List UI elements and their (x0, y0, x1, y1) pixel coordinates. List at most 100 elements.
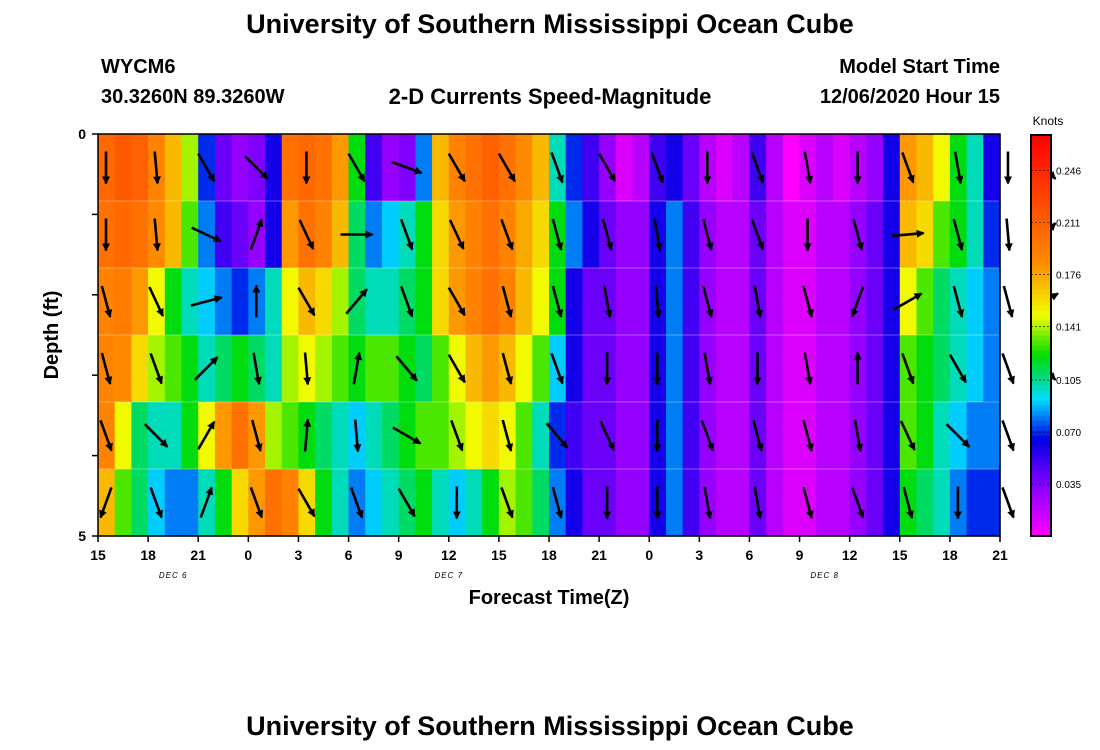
heatmap-cell (131, 134, 149, 202)
heatmap-cell (832, 201, 851, 269)
current-arrow (250, 419, 263, 452)
colorbar-tick-label: 0.035 (1056, 480, 1081, 491)
colorbar-segment (1031, 175, 1051, 181)
colorbar-segment (1031, 395, 1051, 402)
current-arrow (199, 486, 214, 518)
heatmap-cell (983, 469, 1001, 537)
station-coords: 30.3260N 89.3260W (101, 86, 285, 108)
heatmap-cell (916, 268, 934, 336)
current-arrow (399, 219, 414, 251)
current-arrow (340, 230, 374, 239)
heatmap-cell (164, 335, 183, 403)
heatmap-cell (114, 134, 133, 202)
colorbar-segment (1031, 140, 1051, 146)
heatmap-cell (582, 201, 600, 269)
colorbar-segment (1031, 330, 1051, 337)
heatmap-cell (665, 201, 684, 269)
heatmap-cell (766, 201, 784, 269)
current-arrow (750, 152, 765, 184)
current-arrow (298, 219, 315, 250)
heatmap-cell (883, 402, 901, 470)
colorbar-segment (1031, 450, 1051, 457)
current-arrow (899, 420, 916, 451)
colorbar: 0.246 0.211 0.176 0.141 0.105 0.070 0.035 (1030, 134, 1081, 537)
x-tick-label: 0 (645, 547, 653, 563)
heatmap-cell (381, 268, 400, 336)
current-arrow (345, 288, 368, 315)
current-arrow (249, 218, 264, 250)
heatmap-cell (164, 402, 183, 470)
y-tick-label: 0 (78, 126, 86, 142)
heatmap-cell (532, 134, 550, 202)
heatmap-cell (933, 335, 951, 403)
heatmap-cell (732, 201, 751, 269)
x-tick-label: 9 (796, 547, 804, 563)
current-arrow (703, 352, 713, 386)
current-arrow (703, 486, 713, 520)
current-arrow (297, 286, 316, 317)
current-arrow (143, 423, 169, 448)
current-arrow (102, 151, 110, 185)
current-arrow (152, 151, 161, 185)
heatmap-cell (164, 268, 183, 336)
current-arrow (653, 352, 662, 386)
colorbar-segment (1031, 365, 1051, 372)
x-tick-label: 12 (441, 547, 457, 563)
current-arrow (244, 155, 269, 180)
heatmap-cell (732, 268, 751, 336)
colorbar-segment (1031, 170, 1051, 176)
heatmap-cell (265, 335, 283, 403)
heatmap-cell (315, 268, 333, 336)
heatmap-cell (265, 469, 283, 537)
colorbar-segment (1031, 345, 1051, 352)
heatmap-cell (866, 335, 884, 403)
current-arrow (601, 218, 614, 251)
heatmap-cell (615, 469, 634, 537)
current-arrow (1004, 151, 1012, 185)
heatmap-cell (983, 134, 1001, 202)
heatmap-cell (214, 134, 233, 202)
x-tick-label: 21 (190, 547, 206, 563)
heatmap-cell (632, 268, 650, 336)
heatmap-cell (816, 335, 834, 403)
colorbar-segment (1031, 370, 1051, 377)
heatmap-cell (532, 469, 550, 537)
current-arrow (1001, 353, 1015, 385)
current-arrow (447, 286, 466, 317)
heatmap-cell (665, 134, 684, 202)
heatmap-cell (331, 201, 350, 269)
colorbar-segment (1031, 180, 1051, 186)
colorbar-segment (1031, 280, 1051, 286)
heatmap-cell (665, 268, 684, 336)
heatmap-cell (565, 402, 584, 470)
y-axis: 05 (78, 126, 98, 544)
heatmap-cell (632, 134, 650, 202)
heatmap-cell (315, 134, 333, 202)
heatmap-cell (665, 335, 684, 403)
heatmap-cell (214, 335, 233, 403)
heatmap-cell (682, 134, 700, 202)
heatmap-cell (832, 268, 851, 336)
heatmap-cell (966, 268, 984, 336)
station-id: WYCM6 (101, 56, 176, 78)
colorbar-frame (1030, 134, 1052, 537)
current-arrow (853, 419, 864, 453)
heatmap-cell (565, 201, 584, 269)
heatmap-cell (281, 201, 300, 269)
colorbar-tick-label: 0.070 (1056, 428, 1081, 439)
current-arrow (952, 218, 965, 251)
colorbar-segment (1031, 415, 1051, 422)
heatmap-cell (682, 201, 700, 269)
heatmap-cell (933, 402, 951, 470)
current-arrow (500, 219, 514, 251)
colorbar-segment (1031, 525, 1051, 532)
heatmap-cell (933, 268, 951, 336)
current-arrow (302, 151, 311, 185)
current-arrow (551, 218, 564, 251)
date-label: DEC 6 (159, 571, 188, 580)
x-tick-label: 0 (244, 547, 252, 563)
heatmap-cell (482, 134, 500, 202)
date-label: DEC 8 (810, 571, 839, 580)
heatmap-cell (181, 469, 199, 537)
colorbar-segment (1031, 505, 1051, 512)
